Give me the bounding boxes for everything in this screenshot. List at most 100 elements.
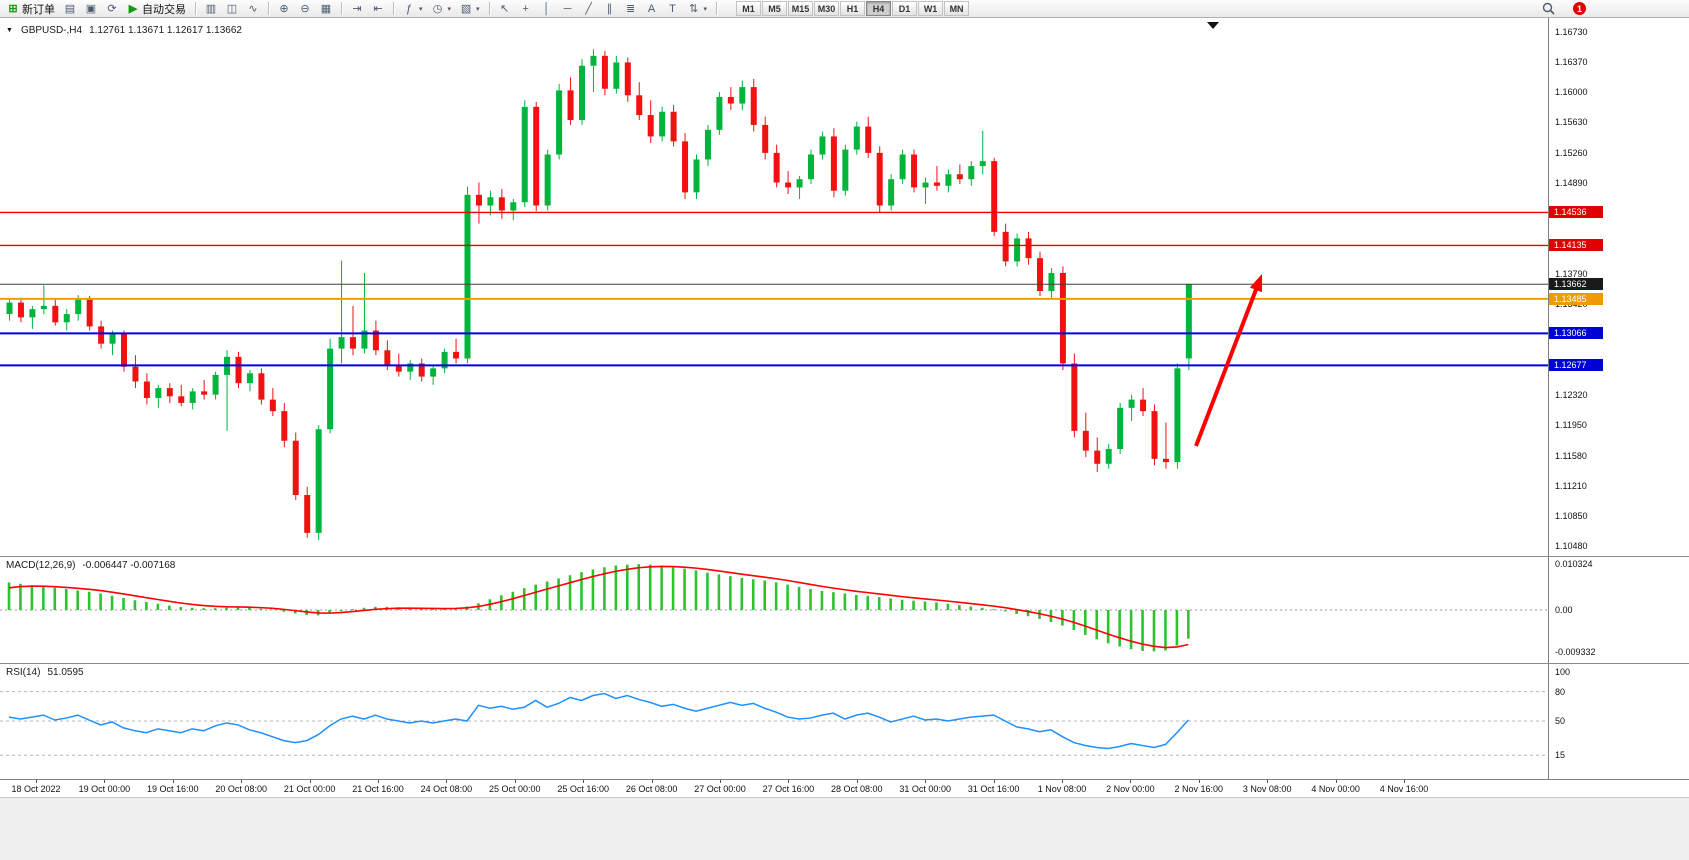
autotrading-button[interactable]: ▶ 自动交易 [123, 1, 190, 17]
new-order-icon: ⊞ [8, 2, 18, 15]
fibonacci-tool-button[interactable]: ≣ [621, 1, 641, 17]
search-button[interactable] [1538, 1, 1559, 17]
price-axis[interactable]: 1.16730 1.16370 1.16000 1.15630 1.15260 1.148… [1548, 18, 1689, 779]
price-tick-label: 1.11210 [1555, 480, 1587, 491]
timeframe-button-m15[interactable]: M15 [788, 1, 814, 16]
timeframe-button-w1[interactable]: W1 [918, 1, 944, 16]
timeframe-button-h1[interactable]: H1 [840, 1, 866, 16]
price-tick-label: 1.11950 [1555, 420, 1587, 431]
timeframe-button-m1[interactable]: M1 [736, 1, 762, 16]
dropdown-caret-icon: ▾ [447, 5, 452, 13]
templates-button[interactable]: ▧ ▾ [456, 1, 484, 17]
macd-header: MACD(12,26,9) -0.006447 -0.007168 [6, 560, 175, 571]
panel-splitter[interactable] [0, 663, 1689, 664]
time-axis-label: 27 Oct 16:00 [762, 784, 815, 794]
time-tick [309, 780, 311, 783]
price-tick-label: 1.14890 [1555, 178, 1588, 189]
timeframe-button-m30[interactable]: M30 [814, 1, 840, 16]
auto-scroll-button[interactable]: ⇥ [347, 1, 367, 17]
time-axis-label: 28 Oct 08:00 [831, 784, 883, 794]
price-tick-label: 1.15260 [1555, 147, 1588, 158]
channel-tool-button[interactable]: ∥ [600, 1, 620, 17]
price-tick-label: 1.10480 [1555, 541, 1588, 551]
fibonacci-icon: ≣ [625, 2, 636, 15]
new-order-label: 新订单 [22, 3, 55, 16]
horizontal-line-icon: ─ [563, 2, 572, 15]
toolbar-separator [488, 2, 490, 15]
time-tick [1062, 780, 1063, 783]
price-level-badge: 1.14135 [1549, 239, 1603, 252]
timeframe-button-mn[interactable]: MN [944, 1, 970, 16]
time-axis-label: 24 Oct 08:00 [420, 784, 473, 794]
text-icon: A [647, 2, 656, 15]
bar-chart-button[interactable]: ▥ [201, 1, 221, 17]
horizontal-line-tool-button[interactable]: ─ [558, 1, 578, 17]
text-label-tool-button[interactable]: T [663, 1, 683, 17]
panel-splitter[interactable] [0, 556, 1689, 557]
time-axis[interactable]: 18 Oct 2022 19 Oct 00:00 19 Oct 16:00 20 Oc… [0, 779, 1689, 797]
new-order-button[interactable]: ⊞ 新订单 [3, 1, 59, 17]
time-tick [514, 780, 516, 783]
time-axis-label: 1 Nov 08:00 [1037, 784, 1087, 794]
rsi-title: RSI(14) [6, 667, 41, 678]
periods-clock-icon: ◷ [432, 2, 443, 15]
price-tick-label: 1.16730 [1555, 27, 1588, 37]
arrows-tool-button[interactable]: ⇅ ▾ [684, 1, 712, 17]
zoom-out-icon: ⊖ [300, 2, 310, 15]
time-tick [1130, 780, 1132, 783]
macd-tick-label: 0.00 [1555, 605, 1573, 615]
navigator-button[interactable]: ▣ [81, 1, 101, 17]
price-tick-label: 1.10850 [1555, 510, 1588, 521]
periods-button[interactable]: ◷ ▾ [428, 1, 456, 17]
crosshair-tool-button[interactable]: + [516, 1, 536, 17]
macd-indicator-canvas[interactable] [0, 558, 1548, 662]
vertical-line-tool-button[interactable]: │ [537, 1, 557, 17]
price-chart-canvas[interactable] [0, 18, 1548, 556]
price-level-badge: 1.13662 [1549, 278, 1603, 291]
trend-arrow-annotation[interactable] [1194, 274, 1262, 447]
tile-windows-button[interactable]: ▦ [316, 1, 336, 17]
rsi-indicator-canvas[interactable] [0, 664, 1548, 779]
price-level-badge: 1.13485 [1549, 292, 1603, 305]
timeframe-button-m5[interactable]: M5 [762, 1, 788, 16]
cursor-tool-button[interactable]: ↖ [495, 1, 515, 17]
zoom-in-button[interactable]: ⊕ [274, 1, 294, 17]
price-tick-label: 1.16000 [1555, 87, 1588, 98]
price-tick-label: 1.13790 [1555, 268, 1588, 279]
time-tick [856, 780, 858, 783]
price-tick-label: 1.12320 [1555, 389, 1588, 400]
chart-shift-marker[interactable] [1207, 22, 1219, 29]
time-axis-label: 31 Oct 16:00 [967, 784, 1020, 794]
time-tick [378, 780, 379, 783]
horizontal-level-lines[interactable] [0, 211, 1548, 367]
time-axis-label: 25 Oct 00:00 [489, 784, 541, 794]
autotrading-label: 自动交易 [142, 3, 186, 16]
timeframe-button-d1[interactable]: D1 [892, 1, 918, 16]
macd-values: -0.006447 -0.007168 [82, 560, 176, 571]
line-chart-button[interactable]: ∿ [243, 1, 263, 17]
candlestick-chart-button[interactable]: ◫ [222, 1, 242, 17]
data-window-button[interactable]: ▤ [60, 1, 80, 17]
chart-shift-icon: ⇤ [373, 2, 383, 15]
time-axis-label: 21 Oct 16:00 [352, 784, 404, 794]
time-axis-label: 19 Oct 00:00 [78, 784, 131, 794]
navigator-icon: ▣ [85, 2, 97, 15]
refresh-button[interactable]: ⟳ [102, 1, 122, 17]
notification-badge[interactable]: 1 [1573, 2, 1586, 15]
toolbar-separator [341, 2, 342, 15]
rsi-tick-label: 80 [1555, 686, 1566, 697]
search-icon [1542, 2, 1555, 15]
text-tool-button[interactable]: A [642, 1, 662, 17]
text-label-icon: T [669, 2, 676, 15]
indicators-button[interactable]: ƒ ▾ [399, 1, 427, 17]
timeframe-button-h4[interactable]: H4 [866, 1, 892, 16]
one-click-trading-toggle[interactable]: ▼ [6, 27, 13, 34]
time-tick [583, 780, 585, 783]
toolbar-right-group: 1 [1538, 1, 1686, 17]
trend-line-tool-button[interactable]: ╱ [579, 1, 599, 17]
chart-shift-button[interactable]: ⇤ [368, 1, 388, 17]
time-tick [788, 780, 790, 783]
time-axis-label: 19 Oct 16:00 [147, 784, 199, 794]
arrows-icon: ⇅ [688, 2, 699, 15]
zoom-out-button[interactable]: ⊖ [295, 1, 315, 17]
